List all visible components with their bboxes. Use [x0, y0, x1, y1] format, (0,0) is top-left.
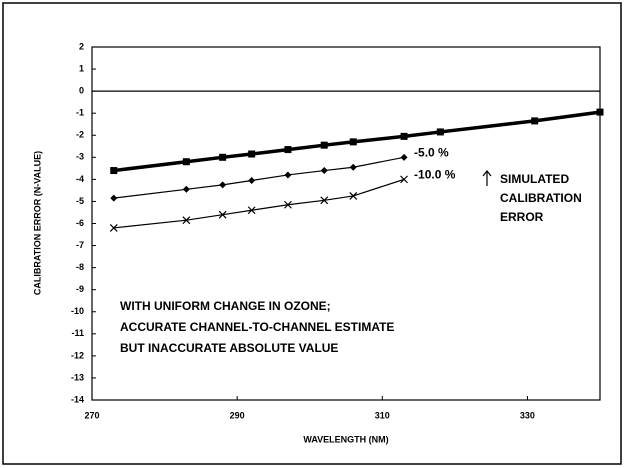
- marker: [400, 153, 408, 161]
- marker: [182, 158, 190, 166]
- y-tick-label: -8: [76, 262, 84, 272]
- y-axis-label: CALIBRATION ERROR (N-VALUE): [32, 151, 42, 295]
- y-tick-label: -2: [76, 130, 84, 140]
- marker: [219, 153, 227, 161]
- y-tick-label: -14: [71, 394, 84, 404]
- y-tick-label: -10: [71, 306, 84, 316]
- marker: [596, 108, 604, 116]
- y-tick-label: -5: [76, 196, 84, 206]
- annotation: CALIBRATION: [500, 191, 582, 205]
- x-tick-label: 290: [230, 410, 245, 420]
- marker: [248, 150, 256, 158]
- marker: [109, 223, 118, 232]
- arrow: [482, 170, 492, 186]
- marker: [248, 176, 256, 184]
- marker: [436, 128, 444, 136]
- x-tick-label: 310: [375, 410, 390, 420]
- marker: [320, 196, 329, 205]
- marker: [218, 210, 227, 219]
- marker: [219, 181, 227, 189]
- marker: [110, 194, 118, 202]
- marker: [531, 117, 539, 125]
- marker: [247, 206, 256, 215]
- annotation: BUT INACCURATE ABSOLUTE VALUE: [120, 341, 338, 355]
- series-label: -5.0 %: [414, 145, 449, 159]
- marker: [400, 132, 408, 140]
- marker: [284, 146, 292, 154]
- annotation: WITH UNIFORM CHANGE IN OZONE;: [120, 299, 331, 313]
- series-line: [113, 156, 405, 199]
- series-label: -10.0 %: [414, 168, 456, 182]
- x-axis-label: WAVELENGTH (NM): [303, 434, 388, 444]
- y-tick-label: -4: [76, 174, 84, 184]
- y-tick-label: 2: [79, 41, 84, 51]
- marker: [110, 167, 118, 175]
- marker: [349, 138, 357, 146]
- y-tick-label: -9: [76, 284, 84, 294]
- y-tick-label: -1: [76, 108, 84, 118]
- marker: [349, 191, 358, 200]
- y-tick-label: -13: [71, 372, 84, 382]
- y-tick-label: -11: [71, 328, 84, 338]
- marker: [182, 216, 191, 225]
- marker: [284, 200, 292, 209]
- y-tick-label: -12: [71, 350, 84, 360]
- y-tick-label: -3: [76, 152, 84, 162]
- y-tick-label: -6: [76, 218, 84, 228]
- y-tick-label: 0: [79, 86, 84, 96]
- y-tick-label: -7: [76, 240, 84, 250]
- series-line: [113, 178, 405, 229]
- marker: [400, 175, 408, 184]
- x-tick-label: 270: [84, 410, 99, 420]
- marker: [284, 171, 292, 179]
- y-tick-label: 1: [79, 63, 84, 73]
- x-tick-label: 330: [520, 410, 535, 420]
- annotation: ERROR: [500, 210, 544, 224]
- annotation: SIMULATED: [500, 172, 569, 186]
- annotation: ACCURATE CHANNEL-TO-CHANNEL ESTIMATE: [120, 320, 394, 334]
- marker: [182, 185, 190, 193]
- marker: [320, 167, 328, 175]
- marker: [349, 163, 357, 171]
- marker: [320, 141, 328, 149]
